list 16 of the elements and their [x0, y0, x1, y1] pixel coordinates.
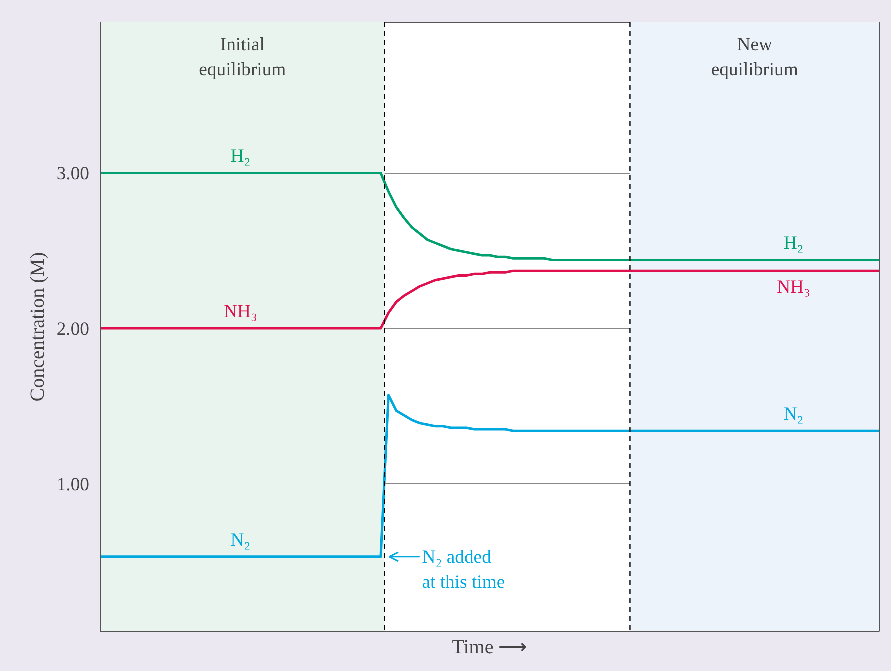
y-tick-label: 2.00 [56, 319, 90, 340]
line-series [100, 270, 880, 330]
y-axis-title: Concentration (M) [26, 252, 49, 402]
series-label: H₂ [230, 146, 251, 168]
y-tick-label: 3.00 [56, 164, 90, 185]
y-tick-label: 1.00 [56, 474, 90, 496]
x-axis-title: Time ⟶ [452, 636, 528, 658]
text: H₂ [784, 233, 804, 254]
text: N₂ [784, 404, 804, 426]
line-series [100, 172, 880, 262]
text: NH₃ [777, 277, 811, 298]
annotation: N₂ added at this time [422, 546, 506, 594]
annotation: New equilibrium [711, 34, 799, 81]
series-label: NH₃ [224, 302, 258, 323]
series-label: N₂ [230, 530, 251, 551]
annotation: Initial equilibrium [199, 34, 287, 81]
